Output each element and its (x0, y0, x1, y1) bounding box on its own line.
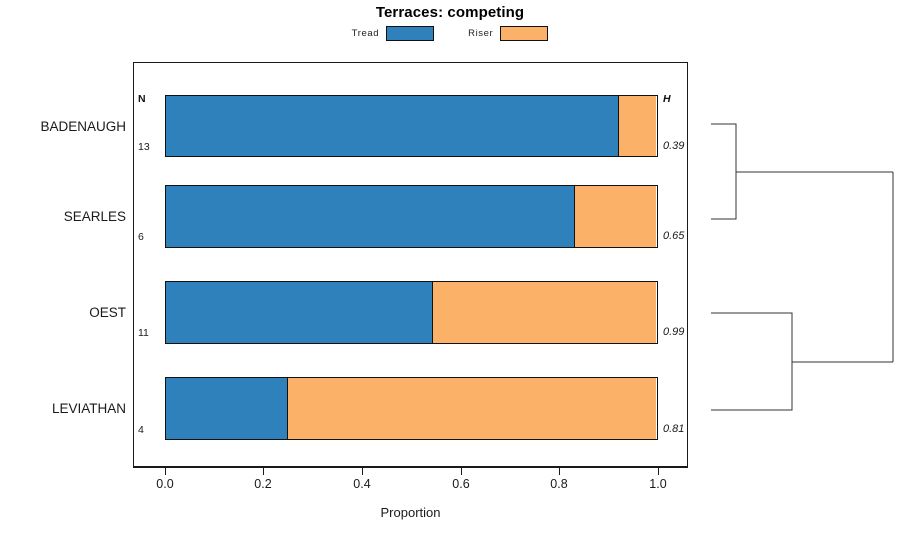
bar-row-badenaugh (165, 95, 658, 157)
bar-segment-riser (432, 282, 656, 343)
category-label-searles: SEARLES (63, 209, 126, 224)
x-axis-tick (362, 468, 363, 475)
column-header-n: N (138, 93, 146, 105)
bar-segment-riser (573, 186, 656, 247)
x-axis-tick-label: 0.4 (353, 477, 371, 491)
n-value-searles: 6 (138, 231, 144, 243)
category-label-oest: OEST (89, 305, 126, 320)
dendro-merge-badenaugh-searles (711, 123, 737, 220)
bar-row-searles (165, 185, 658, 248)
bar-segment-tread (166, 282, 434, 343)
bar-segment-riser (287, 378, 656, 439)
x-axis-tick-label: 0.2 (254, 477, 272, 491)
x-axis-tick-label: 0.8 (550, 477, 568, 491)
bar-segment-riser (617, 96, 656, 156)
category-label-badenaugh: BADENAUGH (40, 119, 126, 134)
dendro-merge-oest-leviathan (711, 312, 793, 411)
n-value-badenaugh: 13 (138, 141, 150, 153)
legend-item-tread: Tread (351, 26, 435, 41)
x-axis-tick (559, 468, 560, 475)
h-value-leviathan: 0.81 (663, 423, 685, 435)
h-value-badenaugh: 0.39 (663, 140, 685, 152)
x-axis-tick-label: 0.6 (452, 477, 470, 491)
x-axis-tick-label: 0.0 (156, 477, 174, 491)
h-value-oest: 0.99 (663, 326, 685, 338)
x-axis-tick (263, 468, 264, 475)
chart-legend: Tread Riser (0, 26, 900, 41)
chart-title: Terraces: competing (375, 4, 525, 21)
bar-row-leviathan (165, 377, 658, 440)
n-value-oest: 11 (138, 327, 149, 339)
legend-label-riser: Riser (468, 28, 494, 39)
legend-item-riser: Riser (468, 26, 549, 41)
x-axis-line (133, 467, 688, 468)
bar-segment-tread (166, 378, 289, 439)
legend-swatch-riser (500, 26, 549, 41)
x-axis-tick (165, 468, 166, 475)
legend-label-tread: Tread (351, 28, 380, 39)
bar-row-oest (165, 281, 658, 344)
x-axis-tick (658, 468, 659, 475)
n-value-leviathan: 4 (138, 424, 144, 436)
x-axis-title: Proportion (380, 505, 441, 520)
category-label-leviathan: LEVIATHAN (51, 401, 126, 416)
bar-segment-tread (166, 96, 620, 156)
bar-segment-tread (166, 186, 575, 247)
x-axis-tick (461, 468, 462, 475)
h-value-searles: 0.65 (663, 230, 685, 242)
column-header-h: H (663, 93, 671, 105)
x-axis-tick-label: 1.0 (649, 477, 667, 491)
legend-swatch-tread (386, 26, 435, 41)
cluster-dendrogram (688, 62, 900, 467)
